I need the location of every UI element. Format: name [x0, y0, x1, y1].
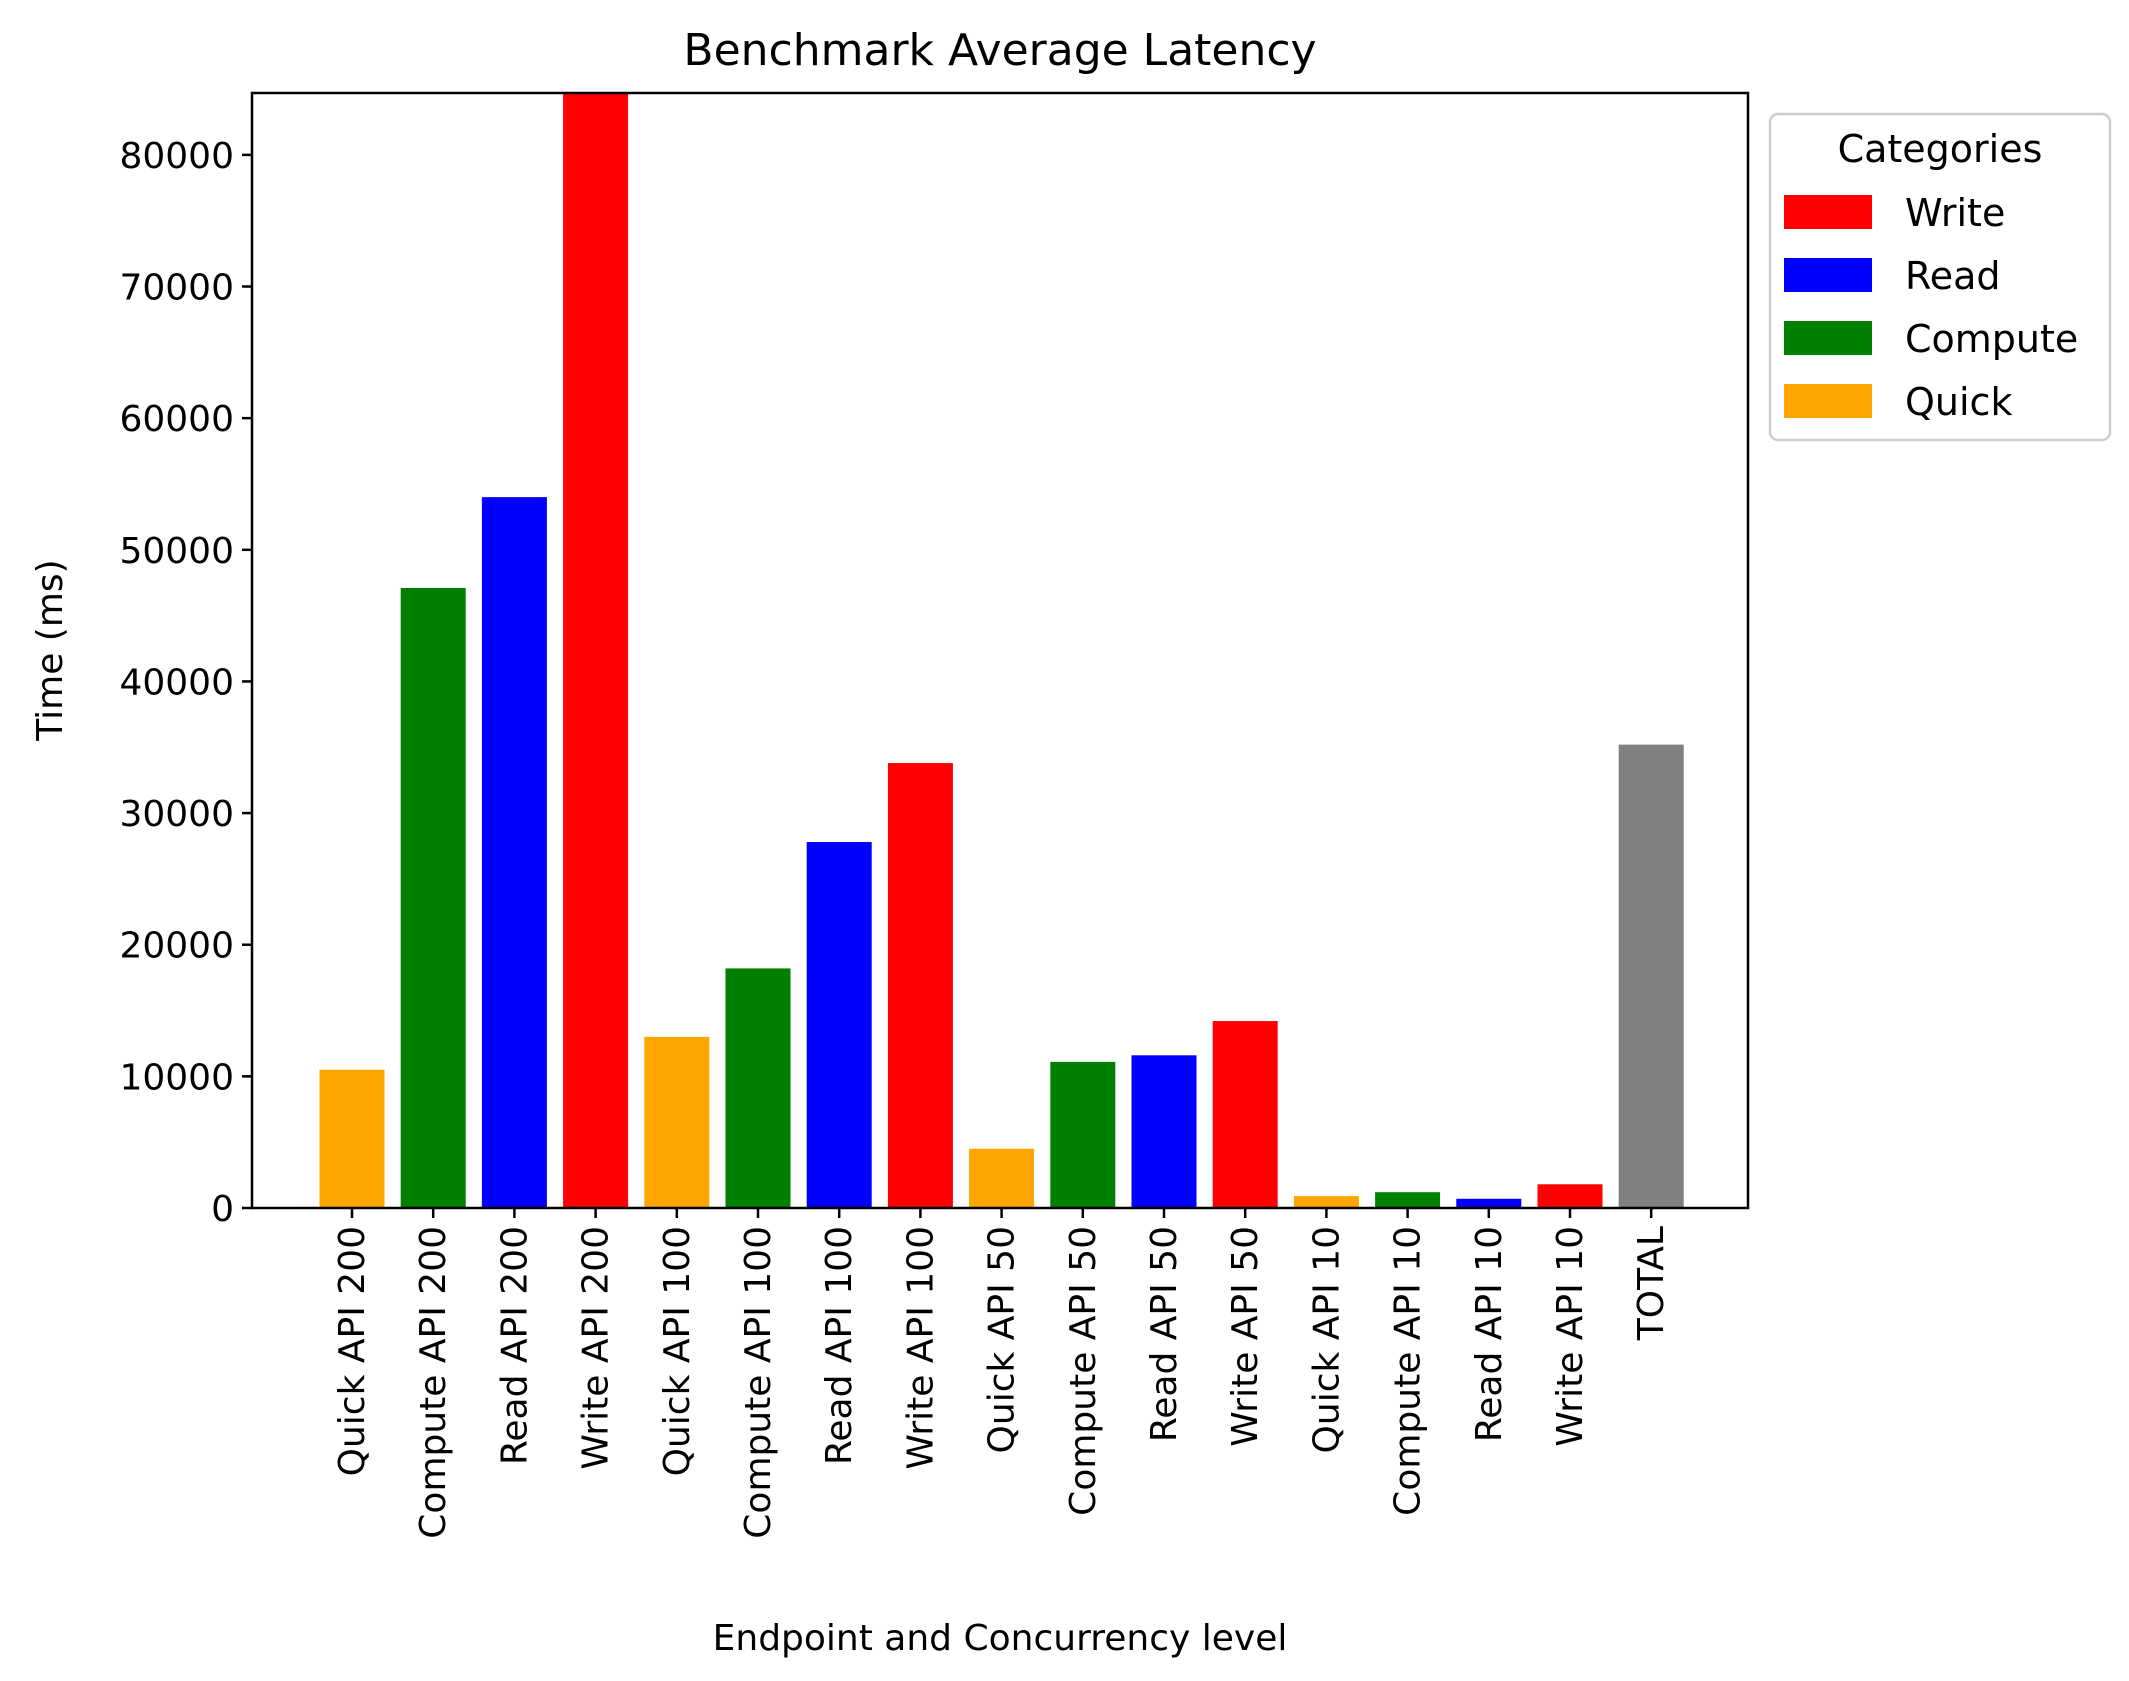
y-tick-label: 40000: [119, 662, 234, 703]
bar-read-api-50: [1131, 1055, 1197, 1208]
x-tick-label: Quick API 10: [1306, 1226, 1347, 1453]
legend-label-write: Write: [1905, 191, 2005, 235]
x-tick-label: TOTAL: [1631, 1226, 1672, 1341]
legend-label-read: Read: [1905, 254, 2000, 298]
x-tick-label: Compute API 10: [1388, 1226, 1429, 1516]
y-tick-label: 70000: [119, 268, 234, 309]
x-tick-label: Quick API 100: [657, 1226, 698, 1476]
y-tick-label: 0: [211, 1189, 234, 1230]
bar-quick-api-10: [1293, 1196, 1359, 1208]
y-axis-label: Time (ms): [30, 559, 71, 741]
y-tick-label: 20000: [119, 926, 234, 967]
bar-quick-api-100: [644, 1036, 710, 1208]
legend-swatch-write: [1784, 195, 1872, 229]
bar-compute-api-100: [725, 968, 791, 1208]
bar-read-api-10: [1456, 1198, 1522, 1208]
chart-title: Benchmark Average Latency: [683, 25, 1316, 76]
bar-read-api-100: [806, 842, 872, 1208]
legend-label-compute: Compute: [1905, 317, 2078, 361]
bar-write-api-200: [563, 93, 629, 1208]
bar-compute-api-10: [1375, 1192, 1441, 1208]
bar-read-api-200: [481, 497, 547, 1208]
plot-frame: [250, 91, 1750, 1210]
legend: Categories Write Read Compute Quick: [1768, 112, 2112, 442]
x-axis-label: Endpoint and Concurrency level: [713, 1618, 1288, 1659]
x-tick-label: Read API 200: [494, 1226, 535, 1465]
x-tick-label: Read API 100: [819, 1226, 860, 1465]
x-tick-label: Compute API 100: [738, 1226, 779, 1539]
x-tick-label: Quick API 200: [332, 1226, 373, 1476]
y-tick-label: 60000: [119, 399, 234, 440]
axis-ticks: Quick API 200 Compute API 200 Read API 200…: [119, 136, 1672, 1539]
x-tick-label: Write API 100: [900, 1226, 941, 1470]
legend-label-quick: Quick: [1905, 380, 2012, 424]
legend-swatch-read: [1784, 258, 1872, 292]
bar-write-api-100: [887, 763, 953, 1208]
legend-title: Categories: [1838, 127, 2043, 171]
x-tick-label: Compute API 200: [413, 1226, 454, 1539]
bar-compute-api-200: [400, 587, 466, 1208]
bar-write-api-10: [1537, 1184, 1603, 1208]
bar-total: [1618, 744, 1684, 1208]
x-tick-label: Quick API 50: [982, 1226, 1023, 1453]
x-tick-label: Write API 200: [576, 1226, 617, 1470]
bars: [319, 93, 1684, 1208]
legend-swatch-compute: [1784, 321, 1872, 355]
y-tick-label: 30000: [119, 794, 234, 835]
bar-quick-api-200: [319, 1069, 385, 1208]
bar-compute-api-50: [1050, 1061, 1116, 1208]
x-tick-label: Read API 10: [1469, 1226, 1510, 1442]
x-tick-label: Compute API 50: [1063, 1226, 1104, 1516]
x-tick-label: Write API 50: [1225, 1226, 1266, 1447]
x-tick-label: Write API 10: [1550, 1226, 1591, 1447]
y-tick-label: 80000: [119, 136, 234, 177]
y-tick-label: 50000: [119, 531, 234, 572]
bar-write-api-50: [1212, 1021, 1278, 1208]
x-tick-label: Read API 50: [1144, 1226, 1185, 1442]
legend-swatch-quick: [1784, 384, 1872, 418]
bar-quick-api-50: [969, 1148, 1035, 1208]
y-tick-label: 10000: [119, 1057, 234, 1098]
